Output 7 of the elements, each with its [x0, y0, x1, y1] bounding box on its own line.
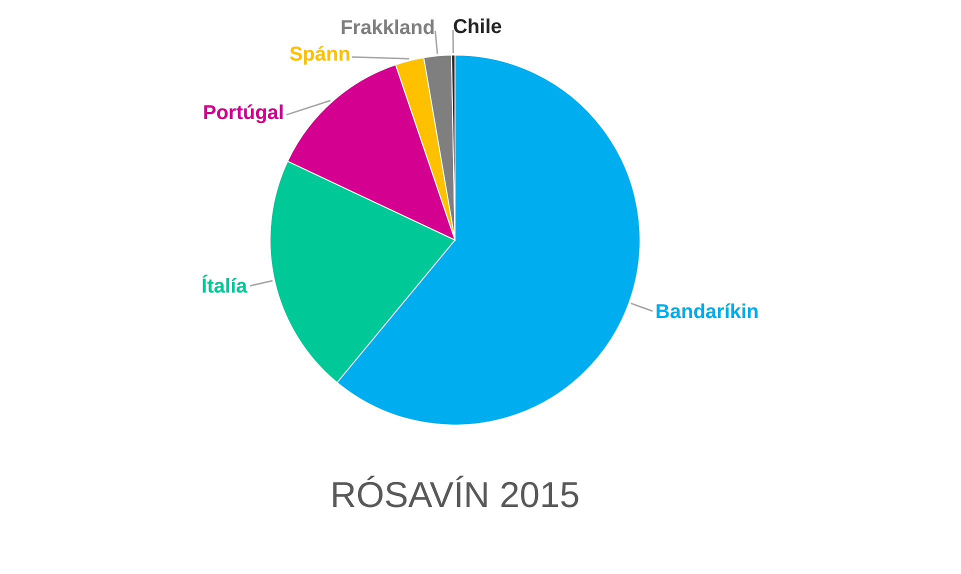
text: RÓSAVÍN 2015: [330, 474, 580, 515]
slice-label: Chile: [452, 16, 502, 38]
slice-label: Spánn: [289, 43, 350, 66]
slice-label: Frakkland: [340, 16, 435, 39]
slice-label: Ítalía: [202, 274, 248, 298]
slice-label: Bandaríkin: [655, 301, 759, 324]
slice-label: Portúgal: [202, 102, 284, 124]
